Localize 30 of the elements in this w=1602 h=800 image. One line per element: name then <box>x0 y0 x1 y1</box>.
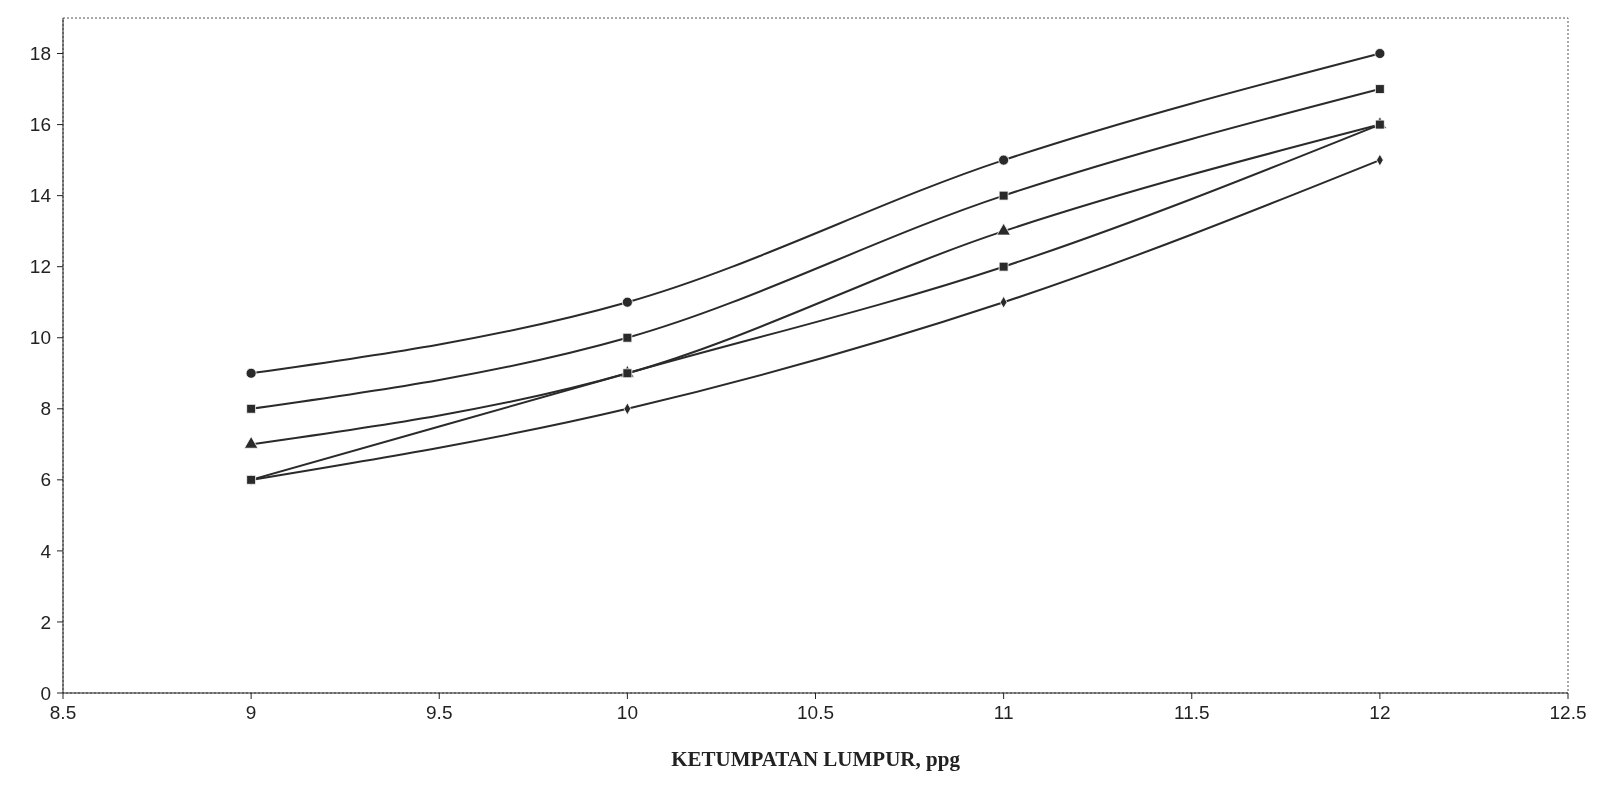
x-tick-label: 11 <box>993 702 1014 723</box>
point <box>245 367 257 379</box>
point <box>1375 84 1385 94</box>
point <box>621 296 633 308</box>
point <box>996 222 1011 236</box>
x-tick-label: 9.5 <box>426 702 453 723</box>
x-tick-label: 12.5 <box>1549 702 1587 723</box>
point <box>998 261 1009 272</box>
y-tick-label: 4 <box>40 540 52 562</box>
point <box>998 154 1010 166</box>
y-tick-label: 2 <box>40 611 51 633</box>
y-tick-label: 12 <box>29 256 51 278</box>
point <box>1374 48 1386 59</box>
point <box>246 403 256 414</box>
y-tick-label: 10 <box>29 327 51 349</box>
x-tick-label: 10.5 <box>797 702 834 723</box>
x-axis-title: KETUMPATAN LUMPUR, ppg <box>671 747 961 771</box>
y-tick-label: 0 <box>40 682 51 704</box>
x-tick-label: 9 <box>245 702 257 723</box>
y-tick-label: 16 <box>29 114 51 136</box>
point <box>622 332 633 343</box>
y-tick-label: 8 <box>40 398 51 420</box>
y-tick-label: 18 <box>29 43 51 65</box>
x-tick-label: 12 <box>1369 702 1391 723</box>
y-tick-label: 6 <box>40 469 51 491</box>
point <box>998 190 1009 201</box>
x-tick-label: 8.5 <box>49 702 77 723</box>
y-tick-label: 14 <box>29 185 52 207</box>
x-tick-label: 10 <box>616 702 638 723</box>
x-tick-label: 11.5 <box>1173 702 1210 723</box>
